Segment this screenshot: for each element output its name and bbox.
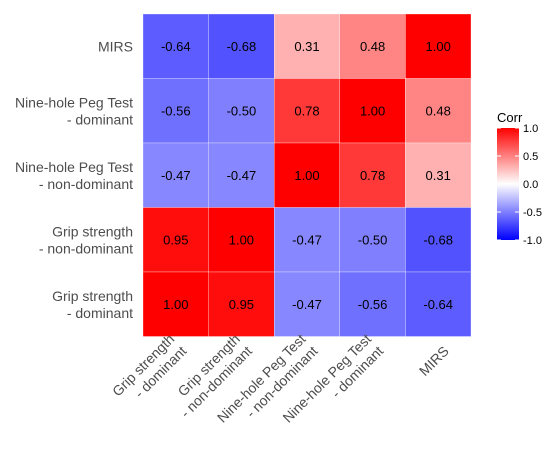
heatmap-cell <box>208 13 275 79</box>
cell-value-label: -0.68 <box>423 232 453 247</box>
cell-value-label: 1.00 <box>360 103 385 118</box>
legend-tick-label: -0.5 <box>523 207 542 219</box>
legend-title: Corr <box>497 110 523 125</box>
heatmap-cell <box>208 78 275 144</box>
cell-value-label: -0.50 <box>227 103 257 118</box>
legend-color-bar <box>497 128 519 240</box>
heatmap-cell <box>208 142 275 208</box>
heatmap-cell <box>142 13 209 79</box>
heatmap-cell <box>142 78 209 144</box>
heatmap-cell <box>405 13 472 79</box>
svg-text:Grip strength- dominant: Grip strength- dominant <box>109 331 190 412</box>
legend-tick-label: 0.5 <box>523 151 538 163</box>
heatmap-cell <box>142 271 209 337</box>
legend-ticks: 1.0 0.5 0.0 -0.5 -1.0 <box>497 123 542 247</box>
cell-value-label: -0.56 <box>161 103 191 118</box>
cell-value-label: 0.78 <box>294 103 319 118</box>
heatmap-cell <box>405 207 472 273</box>
x-tick-label: Grip strength- dominant <box>109 331 190 412</box>
cell-value-label: 1.00 <box>163 297 188 312</box>
legend-tick-label: 1.0 <box>523 123 538 135</box>
cell-value-label: 1.00 <box>426 39 451 54</box>
heatmap-cell <box>339 142 406 208</box>
heatmap-cell <box>208 271 275 337</box>
cell-value-label: 0.95 <box>163 232 188 247</box>
cell-value-label: 0.31 <box>426 168 451 183</box>
heatmap-cell <box>405 142 472 208</box>
legend-tick-label: -1.0 <box>523 235 542 247</box>
cell-value-label: 1.00 <box>229 232 254 247</box>
cell-value-label: -0.47 <box>161 168 191 183</box>
cell-value-label: -0.64 <box>423 297 453 312</box>
cell-value-label: 0.31 <box>294 39 319 54</box>
cell-value-label: -0.47 <box>227 168 257 183</box>
heatmap-cell <box>274 142 340 208</box>
cell-value-label: -0.68 <box>227 39 257 54</box>
cell-value-label: 1.00 <box>294 168 319 183</box>
y-tick-label: Nine-hole Peg Test - non-dominant <box>15 159 133 192</box>
y-tick-label: Grip strength - non-dominant <box>39 223 133 256</box>
legend-tick-label: 0.0 <box>523 179 538 191</box>
heatmap-cell <box>274 207 340 273</box>
cell-value-label: -0.50 <box>358 232 388 247</box>
cell-value-label: -0.47 <box>292 232 322 247</box>
cell-value-label: -0.64 <box>161 39 191 54</box>
legend: Corr 1.0 0.5 0.0 -0.5 -1.0 <box>497 110 542 247</box>
cell-value-label: 0.78 <box>360 168 385 183</box>
y-tick-label: MIRS <box>98 38 133 54</box>
cell-value-label: -0.56 <box>358 297 388 312</box>
y-tick-label: Grip strength - dominant <box>52 288 133 321</box>
heatmap-cells: -0.64 -0.68 0.31 0.48 1.00 -0.56 -0.50 0.78 1.00… <box>142 13 472 337</box>
heatmap-cell <box>339 13 406 79</box>
cell-value-label: 0.48 <box>426 103 451 118</box>
heatmap-cell <box>405 78 472 144</box>
cell-value-label: 0.95 <box>229 297 254 312</box>
x-tick-label: MIRS <box>416 343 452 379</box>
y-axis-labels: MIRS Nine-hole Peg Test - dominant Nine-hol… <box>15 38 133 321</box>
svg-text:MIRS: MIRS <box>416 343 452 379</box>
y-tick-label: Nine-hole Peg Test - dominant <box>15 94 133 127</box>
heatmap-cell <box>274 78 340 144</box>
cell-value-label: -0.47 <box>292 297 322 312</box>
heatmap-cell <box>208 207 275 273</box>
cell-value-label: 0.48 <box>360 39 385 54</box>
heatmap-cell <box>274 271 340 337</box>
heatmap-cell <box>339 207 406 273</box>
heatmap-cell <box>142 207 209 273</box>
heatmap-cell <box>274 13 340 79</box>
heatmap-cell <box>405 271 472 337</box>
